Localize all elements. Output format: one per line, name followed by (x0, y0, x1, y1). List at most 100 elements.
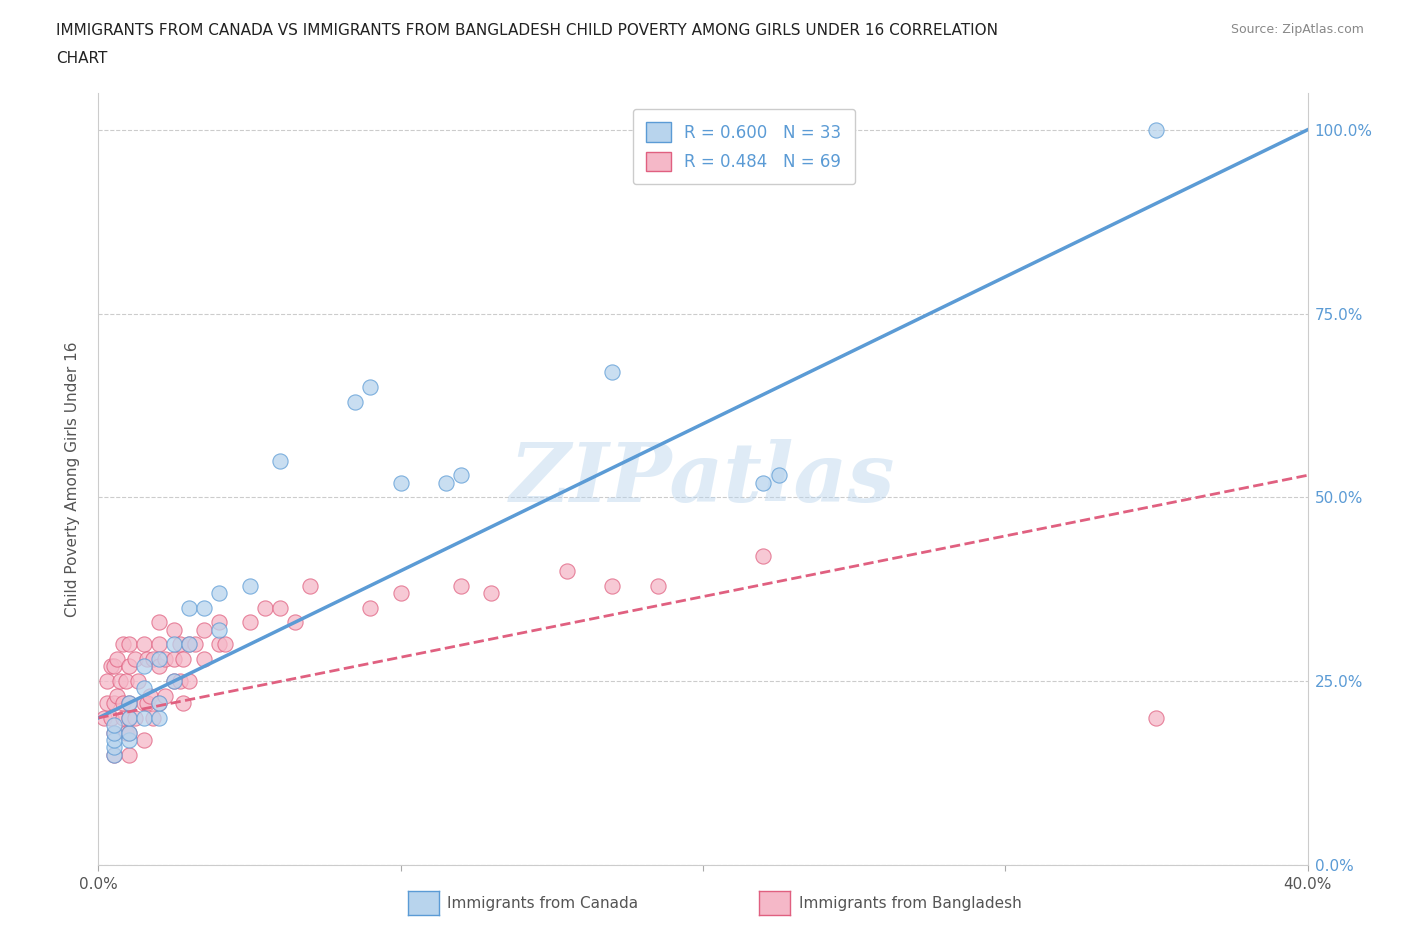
Point (118, 711, 141, 725)
Text: Immigrants from Bangladesh: Immigrants from Bangladesh (799, 896, 1021, 910)
Point (163, 673, 186, 688)
Point (208, 637, 231, 652)
Point (132, 733, 155, 748)
Point (768, 468, 790, 483)
Point (103, 725, 125, 740)
Point (193, 652, 215, 667)
Text: Immigrants from Canada: Immigrants from Canada (447, 896, 638, 910)
Point (114, 725, 136, 740)
Point (434, 475, 457, 490)
Point (163, 622, 186, 637)
Point (1144, 711, 1167, 725)
Point (193, 600, 215, 615)
Point (111, 637, 134, 652)
Point (142, 711, 165, 725)
Point (132, 696, 155, 711)
Point (132, 681, 155, 696)
Point (269, 600, 291, 615)
Point (184, 637, 207, 652)
Point (172, 652, 194, 667)
Point (139, 688, 162, 703)
Point (127, 673, 149, 688)
Point (163, 673, 186, 688)
Point (752, 549, 775, 564)
Point (118, 637, 141, 652)
Text: CHART: CHART (56, 51, 108, 66)
Point (172, 696, 194, 711)
Point (103, 740, 125, 755)
Point (153, 652, 176, 667)
Point (360, 600, 382, 615)
Text: ZIPatlas: ZIPatlas (510, 439, 896, 519)
Point (179, 637, 201, 652)
Point (124, 711, 146, 725)
Point (481, 586, 503, 601)
Point (389, 475, 412, 490)
Point (118, 747, 141, 762)
Point (118, 696, 141, 711)
Point (163, 637, 186, 652)
Point (111, 711, 134, 725)
Y-axis label: Child Poverty Among Girls Under 16: Child Poverty Among Girls Under 16 (65, 341, 80, 617)
Point (148, 711, 170, 725)
Point (118, 733, 141, 748)
Point (179, 600, 201, 615)
Point (103, 718, 125, 733)
Point (114, 673, 136, 688)
Point (132, 659, 155, 674)
Point (169, 637, 191, 652)
Point (96, 696, 118, 711)
Point (118, 725, 141, 740)
Point (108, 673, 131, 688)
Point (103, 747, 125, 762)
Point (132, 637, 155, 652)
Point (148, 615, 170, 630)
Point (450, 468, 472, 483)
Text: Source: ZipAtlas.com: Source: ZipAtlas.com (1230, 23, 1364, 36)
Point (148, 659, 170, 674)
Point (239, 578, 262, 593)
Point (163, 652, 186, 667)
Point (118, 725, 141, 740)
Point (253, 600, 276, 615)
Point (360, 379, 382, 394)
Point (602, 365, 624, 379)
Point (299, 578, 322, 593)
Point (105, 652, 128, 667)
Point (135, 652, 157, 667)
Point (647, 578, 669, 593)
Point (284, 615, 307, 630)
Point (208, 622, 231, 637)
Point (142, 652, 165, 667)
Point (105, 688, 128, 703)
Point (148, 652, 170, 667)
Point (100, 711, 122, 725)
Point (239, 615, 262, 630)
Point (344, 394, 367, 409)
Text: IMMIGRANTS FROM CANADA VS IMMIGRANTS FROM BANGLADESH CHILD POVERTY AMONG GIRLS U: IMMIGRANTS FROM CANADA VS IMMIGRANTS FRO… (56, 23, 998, 38)
Point (103, 725, 125, 740)
Point (214, 637, 236, 652)
Point (111, 696, 134, 711)
Point (208, 615, 231, 630)
Point (103, 696, 125, 711)
Point (100, 659, 122, 674)
Point (148, 637, 170, 652)
Point (103, 659, 125, 674)
Point (450, 578, 472, 593)
Point (148, 696, 170, 711)
Point (96, 673, 118, 688)
Point (148, 696, 170, 711)
Point (179, 637, 201, 652)
Point (153, 688, 176, 703)
Point (208, 586, 231, 601)
Point (602, 578, 624, 593)
Point (389, 586, 412, 601)
Point (124, 652, 146, 667)
Legend: R = 0.600   N = 33, R = 0.484   N = 69: R = 0.600 N = 33, R = 0.484 N = 69 (633, 109, 855, 184)
Point (179, 673, 201, 688)
Point (269, 453, 291, 468)
Point (103, 733, 125, 748)
Point (1144, 123, 1167, 138)
Point (169, 673, 191, 688)
